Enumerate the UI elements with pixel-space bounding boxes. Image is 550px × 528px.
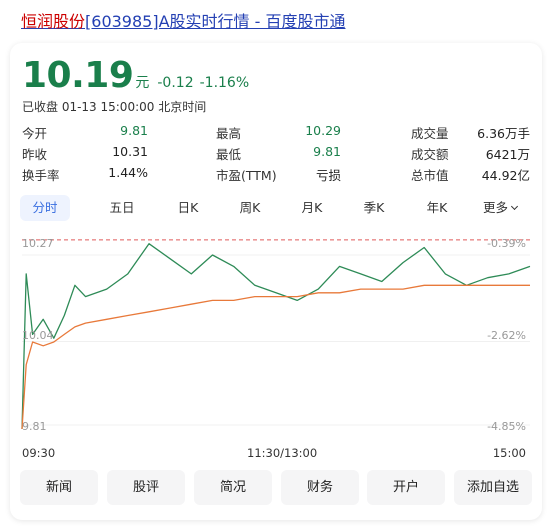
open-account-button[interactable]: 开户 [367,470,445,505]
x-axis-end: 15:00 [492,446,526,460]
news-button[interactable]: 新闻 [20,470,98,505]
stat-value: 6421万 [485,147,530,162]
comments-button[interactable]: 股评 [107,470,185,505]
x-axis-mid: 11:30/13:00 [247,446,318,460]
chart-canvas [21,239,531,430]
finance-button[interactable]: 财务 [281,470,359,505]
stat-label: 市盈(TTM) [216,168,277,183]
stat-value: 9.81 [313,144,341,159]
stats-row: 今开 9.81 最高 10.29 成交量 6.36万手 [22,123,530,144]
stat-label: 昨收 [22,147,48,162]
y-axis-left-bottom: 9.81 [22,420,47,433]
price-line [21,243,531,430]
price-row: 10.19 元 -0.12 -1.16% [22,55,249,96]
price-change-pct: -1.16% [199,75,250,91]
stat-value: 1.44% [108,165,148,180]
tab-more-label: 更多 [482,200,508,215]
stat-label: 成交额 [411,147,449,162]
stat-value: 6.36万手 [477,126,530,141]
stat-value: 44.92亿 [481,168,530,183]
stat-label: 今开 [22,126,48,141]
y-axis-left-mid: 10.04 [22,329,54,342]
tab-intraday[interactable]: 分时 [20,195,70,221]
x-axis-start: 09:30 [22,446,56,460]
current-price: 10.19 [22,55,134,96]
tab-monthly-k[interactable]: 月K [301,200,323,215]
stat-label: 换手率 [22,168,60,183]
stat-label: 成交量 [411,126,449,141]
stats-row: 换手率 1.44% 市盈(TTM) 亏损 总市值 44.92亿 [22,165,530,186]
page-title-link[interactable]: 恒润股份[603985]A股实时行情 - 百度股市通 [21,8,345,32]
price-change: -0.12 [157,75,194,91]
tab-weekly-k[interactable]: 周K [239,200,261,215]
tab-quarterly-k[interactable]: 季K [363,200,385,215]
stats-table: 今开 9.81 最高 10.29 成交量 6.36万手 昨收 10.31 最低 … [22,123,530,186]
stat-value: 亏损 [315,168,341,183]
y-axis-right-bottom: -4.85% [487,420,526,433]
stock-name[interactable]: 恒润股份 [21,12,86,31]
tab-daily-k[interactable]: 日K [177,200,199,215]
stock-card: 10.19 元 -0.12 -1.16% 已收盘 01-13 15:00:00 … [10,43,542,520]
chevron-down-icon [510,202,519,211]
intraday-chart: 10.27 10.04 9.81 -0.39% -2.62% -4.85% 09… [10,233,542,463]
price-unit: 元 [135,75,150,91]
period-tabs: 分时 五日 日K 周K 月K 季K 年K 更多 [20,195,532,221]
title-rest[interactable]: [603985]A股实时行情 - 百度股市通 [85,12,346,31]
stat-label: 最高 [216,126,242,141]
market-status: 已收盘 01-13 15:00:00 北京时间 [22,100,207,114]
y-axis-right-mid: -2.62% [487,329,526,342]
tab-yearly-k[interactable]: 年K [426,200,448,215]
stat-value: 10.31 [112,144,148,159]
stat-value: 9.81 [120,123,148,138]
stat-label: 总市值 [411,168,449,183]
stats-row: 昨收 10.31 最低 9.81 成交额 6421万 [22,144,530,165]
tab-more[interactable]: 更多 [475,195,525,221]
stat-value: 10.29 [305,123,341,138]
stat-label: 最低 [216,147,242,162]
y-axis-left-top: 10.27 [22,237,54,250]
y-axis-right-top: -0.39% [487,237,526,250]
profile-button[interactable]: 简况 [194,470,272,505]
add-watchlist-button[interactable]: 添加自选 [454,470,532,505]
tab-five-day[interactable]: 五日 [109,200,135,215]
average-price-line [21,284,530,430]
action-buttons: 新闻 股评 简况 财务 开户 添加自选 [20,470,532,505]
